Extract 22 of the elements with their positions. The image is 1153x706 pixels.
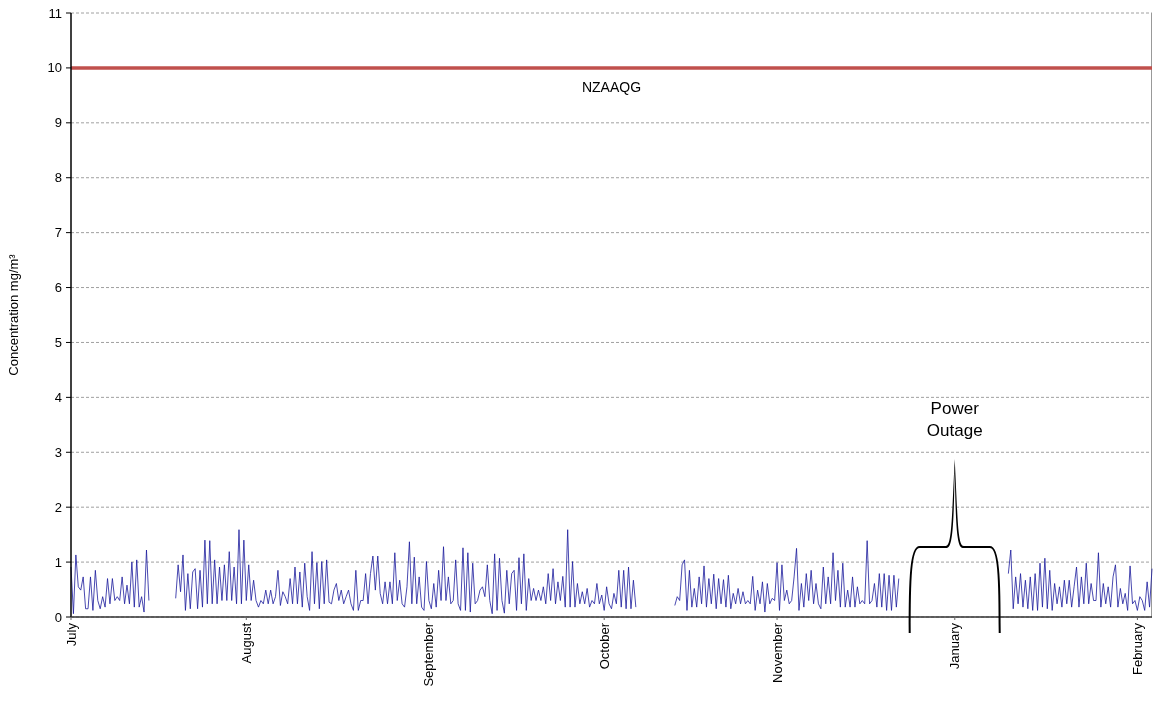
y-tick-label: 10 (47, 60, 62, 76)
y-tick-label: 1 (54, 554, 62, 570)
x-tick-label: October (596, 622, 612, 670)
y-tick-label: 9 (54, 115, 62, 131)
y-tick-label: 7 (54, 225, 62, 241)
y-tick-label: 4 (54, 389, 62, 405)
y-tick-label: 5 (54, 335, 62, 350)
x-tick-label: August (238, 622, 254, 664)
annotation: Power Outage (926, 399, 983, 440)
y-tick-label: 3 (54, 444, 62, 460)
ref-line-label: NZAAQG (581, 78, 642, 95)
y-tick-label: 11 (48, 5, 62, 21)
x-tick-label: January (947, 622, 963, 670)
x-tick-label: February (1129, 622, 1145, 676)
x-tick-label: July (63, 622, 79, 647)
y-tick-label: 6 (54, 280, 62, 296)
y-tick-label: 2 (54, 499, 62, 515)
y-tick-label: 0 (54, 609, 62, 625)
y-tick-label: 8 (54, 170, 62, 186)
y-axis-title: Concentration mg/m³ (6, 253, 21, 376)
x-tick-label: November (769, 622, 785, 683)
x-tick-label: September (421, 622, 437, 687)
